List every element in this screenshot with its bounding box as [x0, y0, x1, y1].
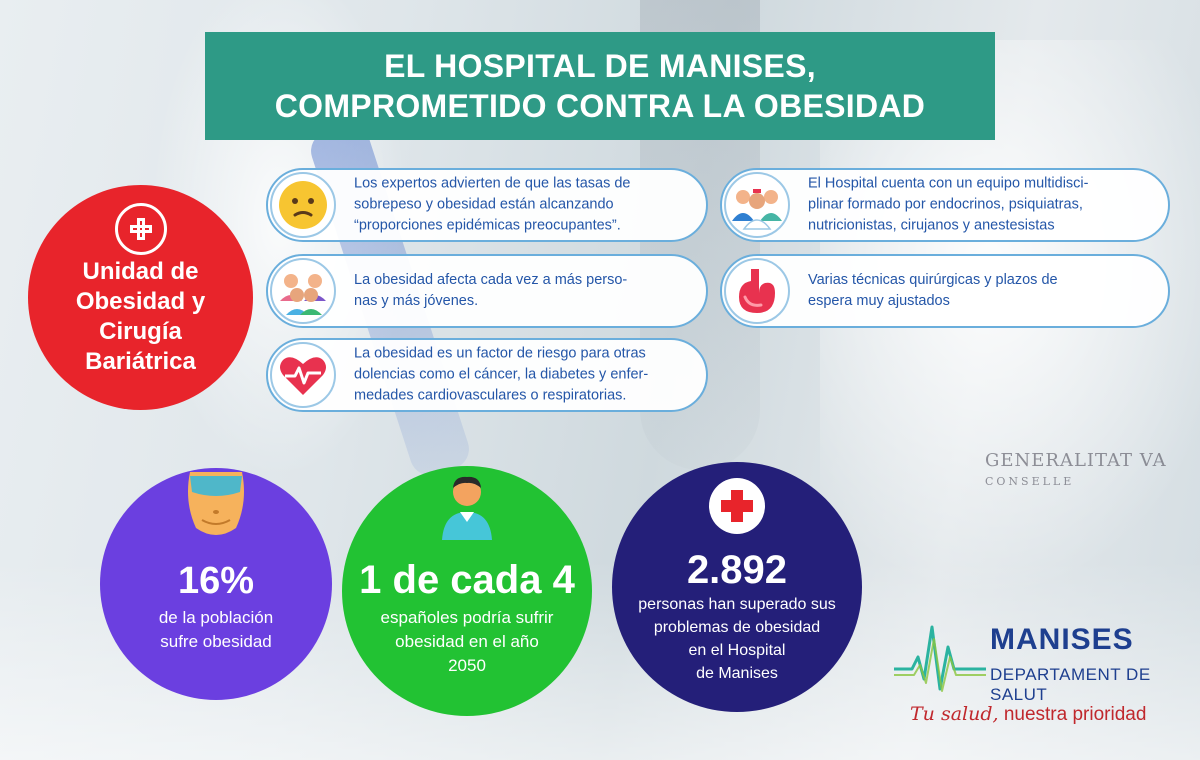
logo-subtitle: DEPARTAMENT DE SALUT: [990, 665, 1151, 704]
person-icon: [438, 474, 496, 545]
stat-value: 16%: [177, 560, 255, 602]
young-people-group-icon: [270, 258, 336, 324]
unit-name: Unidad de Obesidad y Cirugía Bariátrica: [75, 258, 206, 375]
fact-young-people: La obesidad afecta cada vez a más perso-…: [266, 254, 708, 328]
worried-face-icon: [270, 172, 336, 238]
stat-one-in-four: 1 de cada 4 españoles podría sufrir obes…: [342, 466, 592, 716]
red-cross-icon: [709, 478, 765, 534]
title-line-2: COMPROMETIDO CONTRA LA OBESIDAD: [274, 88, 926, 124]
heartbeat-wave-icon: [894, 625, 986, 692]
stat-value: 1 de cada 4: [359, 558, 575, 602]
unit-badge: Unidad de Obesidad y Cirugía Bariátrica: [28, 185, 253, 410]
fact-surgical-techniques: Varias técnicas quirúrgicas y plazos de …: [720, 254, 1170, 328]
belly-icon: [180, 472, 252, 545]
stat-patients-treated: 2.892 personas han superado sus problema…: [612, 462, 862, 712]
fact-epidemic: Los expertos advierten de que las tasas …: [266, 168, 708, 242]
logo-slogan: Tu salud, nuestra prioridad: [910, 703, 1147, 725]
coat-badge: GENERALITAT VA CONSELLE: [985, 450, 1167, 488]
page-title: EL HOSPITAL DE MANISES, COMPROMETIDO CON…: [205, 32, 995, 140]
manises-logo: MANISES DEPARTAMENT DE SALUT Tu salud, n…: [890, 615, 1190, 735]
stat-value: 2.892: [686, 548, 788, 592]
stat-obesity-percentage: 16% de la población sufre obesidad: [100, 468, 332, 700]
heart-pulse-icon: [270, 342, 336, 408]
medical-cross-icon: [115, 203, 167, 255]
fact-risk-factor: La obesidad es un factor de riesgo para …: [266, 338, 708, 412]
stomach-icon: [724, 258, 790, 324]
title-line-1: EL HOSPITAL DE MANISES,: [384, 48, 816, 84]
medical-team-icon: [724, 172, 790, 238]
fact-multidisciplinary-team: El Hospital cuenta con un equipo multidi…: [720, 168, 1170, 242]
logo-brand: MANISES: [990, 623, 1134, 656]
